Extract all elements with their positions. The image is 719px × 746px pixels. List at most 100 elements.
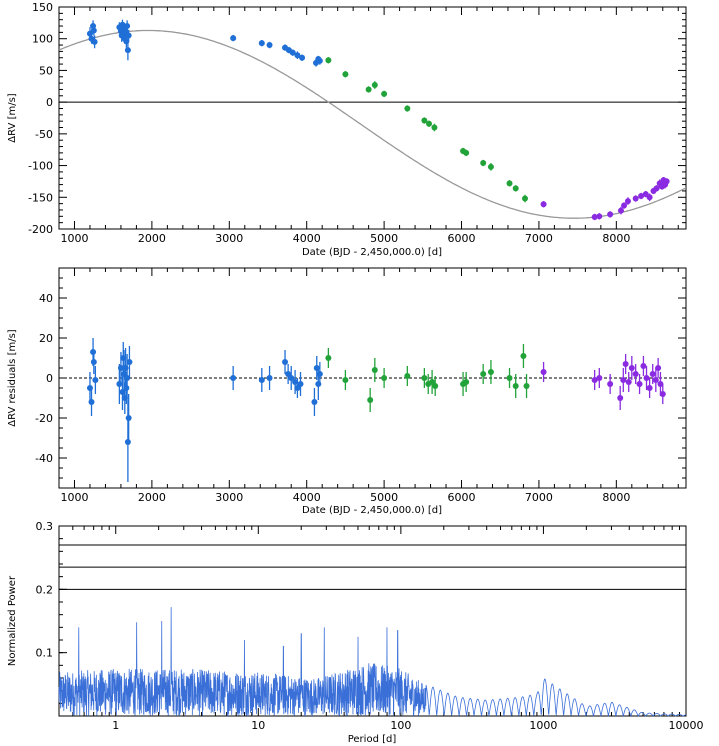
rv-plot-frame [58,6,687,230]
rv-point [92,377,99,383]
rv-point [512,383,519,389]
rv-point [512,185,519,192]
rv-point [88,399,95,405]
periodogram-x-axis-label: Period [d] [348,734,397,745]
periodogram-x-tick-labels: 1 10 100 1000 10000 [112,719,703,732]
rv-point [655,365,662,371]
rv-point [632,195,639,202]
residuals-panel: 40 20 0 -20 -40 1000 2000 3000 4000 5000 6000 7000… [7,267,687,516]
rv-point [325,355,332,361]
y-tick-label: 0.3 [36,520,54,533]
x-tick-label: 6000 [448,232,476,245]
rv-point [371,367,378,373]
periodogram-power-line [58,607,687,718]
residuals-x-axis-label: Date (BJD - 2,450,000.0) [d] [302,505,442,516]
rv-point [657,381,664,387]
rv-point [124,439,131,445]
rv-point [124,47,131,54]
periodogram-curve [58,607,687,718]
rv-point [663,178,670,185]
rv-point [628,365,635,371]
rv-point [294,52,301,59]
rv-point [365,86,372,93]
rv-point [288,375,295,381]
rv-point [292,379,299,385]
x-tick-label: 2000 [138,491,166,504]
y-tick-label: -40 [35,452,53,465]
rv-point [506,375,513,381]
rv-point [90,23,97,30]
rv-point [316,371,323,377]
rv-point [230,375,237,381]
rv-point [404,373,411,379]
x-tick-label: 1000 [529,719,557,732]
rv-point [421,375,428,381]
rv-point [230,35,237,42]
y-tick-label: 50 [39,64,53,77]
periodogram-panel: 0.3 0.2 0.1 1 10 100 1000 10000 Period [d] Nor… [7,520,704,745]
y-tick-label: -150 [28,191,53,204]
x-tick-label: 8000 [602,232,630,245]
rv-model-curve [58,29,687,219]
rv-panel: 150 100 50 0 -50 -100 -150 -200 1000 2000 3000 400… [7,1,687,258]
rv-point [90,359,97,365]
rv-point [371,82,378,89]
rv-point [520,353,527,359]
rv-point [91,38,98,45]
rv-point [487,369,494,375]
x-tick-label: 10 [251,719,265,732]
y-tick-label: 0 [46,96,53,109]
rv-point [342,71,349,78]
rv-point [643,375,650,381]
y-tick-label: -50 [35,128,53,141]
x-tick-label: 6000 [448,491,476,504]
y-tick-label: 150 [32,1,53,14]
rv-point [607,381,614,387]
rv-point [617,395,624,401]
rv-point [258,377,265,383]
rv-point [506,180,513,187]
y-tick-label: 40 [39,292,53,305]
rv-point [342,377,349,383]
rv-point [381,90,388,97]
rv-point [463,149,470,156]
x-tick-label: 1000 [60,232,88,245]
x-tick-label: 1 [112,719,119,732]
x-tick-label: 3000 [215,491,243,504]
rv-point [463,379,470,385]
rv-point [596,213,603,220]
rv-point [282,359,289,365]
rv-point [591,377,598,383]
rv-point [266,375,273,381]
rv-point [316,57,323,64]
x-tick-label: 2000 [138,232,166,245]
y-tick-label: 20 [39,332,53,345]
x-tick-label: 5000 [370,491,398,504]
rv-point [325,57,332,64]
rv-point [625,379,632,385]
rv-point [124,375,131,381]
rv-point [620,377,627,383]
residuals-data-points [86,338,666,482]
rv-point [124,23,131,30]
rv-point [591,213,598,220]
keplerian-model-line [58,29,687,219]
rv-point [622,361,629,367]
rv-point [367,397,374,403]
rv-point [659,391,666,397]
y-tick-label: -200 [28,223,53,236]
rv-point [653,185,660,192]
rv-point [123,385,130,391]
rv-point [487,163,494,170]
rv-x-axis-label: Date (BJD - 2,450,000.0) [d] [302,247,442,258]
periodogram-y-tick-labels: 0.3 0.2 0.1 [36,520,54,660]
x-tick-label: 7000 [525,232,553,245]
rv-point [258,40,265,47]
y-tick-label: 0.1 [36,647,54,660]
rv-point [299,54,306,61]
rv-point [421,117,428,124]
rv-point [652,377,659,383]
rv-point [381,375,388,381]
rv-point [426,120,433,127]
